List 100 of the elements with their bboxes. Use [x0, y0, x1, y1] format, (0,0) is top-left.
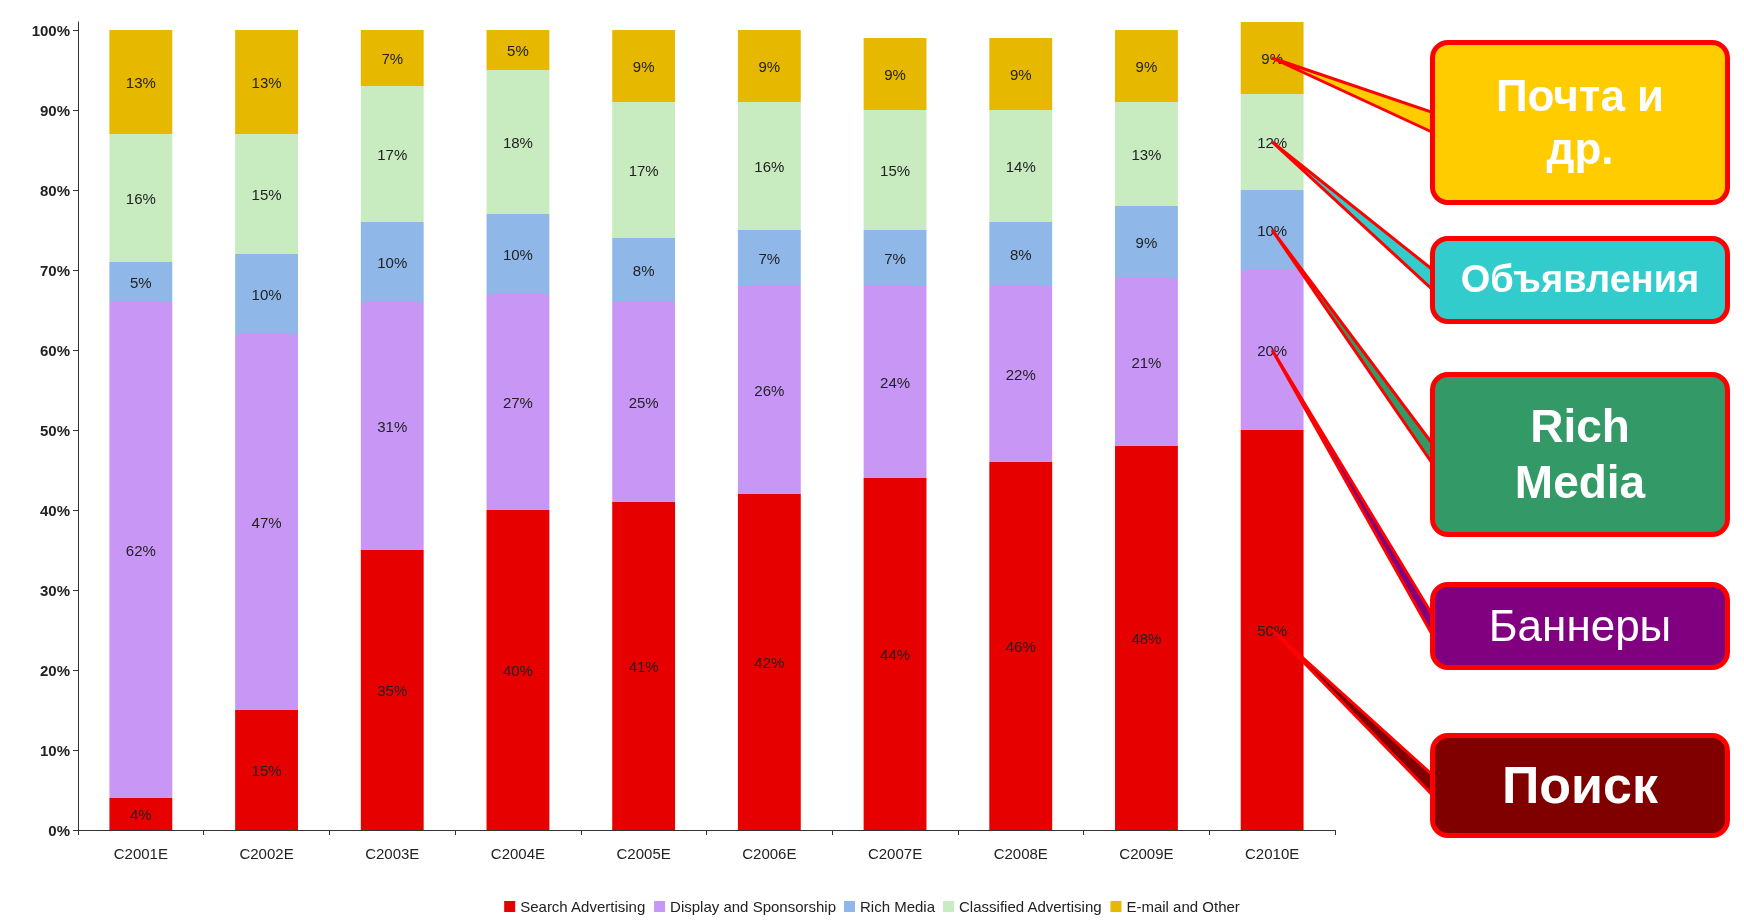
y-tick-label: 100%	[31, 21, 70, 39]
text: Поиск	[1430, 733, 1730, 838]
bar	[235, 134, 298, 254]
data-label: 15%	[251, 761, 282, 779]
data-label: 4%	[130, 805, 152, 823]
bar	[1115, 446, 1178, 830]
x-tick-label: C2010E	[1245, 845, 1300, 862]
y-tick-label: 0%	[48, 821, 70, 839]
data-label: 27%	[502, 393, 533, 411]
data-label: 47%	[251, 513, 282, 531]
data-label: 14%	[1005, 157, 1036, 175]
x-tick-label: C2007E	[867, 845, 923, 862]
bar	[1115, 206, 1178, 278]
bar	[486, 294, 550, 510]
data-label: 17%	[628, 161, 659, 179]
bar	[1115, 102, 1178, 206]
legend-label: Display and Sponsorship	[670, 898, 837, 915]
x-tick-label: C2006E	[742, 845, 797, 862]
bar	[1115, 30, 1178, 102]
bar	[737, 494, 801, 830]
data-label: 5%	[507, 41, 529, 59]
data-label: 44%	[880, 645, 911, 663]
data-label: 25%	[628, 393, 659, 411]
x-tick-label: C2009E	[1119, 845, 1174, 862]
y-tick-label: 50%	[39, 421, 70, 439]
x-tick-label: C2005E	[616, 845, 671, 862]
bar	[360, 222, 424, 302]
bar	[109, 302, 173, 798]
legend-label: Rich Media	[860, 898, 936, 915]
data-label: 7%	[884, 249, 906, 267]
data-label: 26%	[754, 381, 785, 399]
bar	[486, 70, 550, 214]
legend-label: Search Advertising	[520, 898, 646, 915]
data-label: 8%	[1009, 245, 1032, 263]
bar	[737, 30, 801, 102]
bar	[360, 550, 424, 830]
bar	[612, 30, 676, 102]
data-label: 18%	[502, 133, 533, 151]
data-label: 35%	[377, 681, 408, 699]
y-tick-label: 80%	[39, 181, 70, 199]
bar	[360, 302, 424, 550]
bar	[863, 478, 927, 830]
x-tick-label: C2002E	[239, 845, 294, 862]
data-label: 20%	[1257, 341, 1288, 359]
data-label: 22%	[1005, 365, 1036, 383]
bar	[109, 134, 173, 262]
x-tick-label: C2001E	[113, 845, 168, 862]
bar	[486, 214, 550, 294]
data-label: 9%	[758, 57, 781, 75]
bar	[360, 86, 424, 222]
data-label: 41%	[628, 657, 659, 675]
data-label: 10%	[377, 253, 408, 271]
data-label: 10%	[502, 245, 533, 263]
x-tick-label: C2004E	[490, 845, 546, 862]
y-tick-label: 10%	[39, 741, 70, 759]
text: Объявления	[1430, 236, 1730, 324]
data-label: 9%	[884, 65, 906, 83]
data-label: 40%	[502, 661, 533, 679]
data-label: 24%	[880, 373, 911, 391]
data-label: 15%	[251, 185, 282, 203]
data-label: 46%	[1005, 637, 1036, 655]
bar	[235, 254, 298, 334]
bar	[109, 798, 173, 830]
bar	[737, 286, 801, 494]
text: Почта и др.	[1430, 40, 1730, 205]
data-label: 48%	[1131, 629, 1162, 647]
bar	[235, 710, 298, 830]
data-label: 21%	[1131, 353, 1162, 371]
data-label: 50%	[1257, 621, 1288, 639]
data-label: 7%	[758, 249, 781, 267]
bar	[989, 222, 1053, 286]
bar	[1115, 278, 1178, 446]
bar	[989, 38, 1053, 110]
y-tick-label: 60%	[39, 341, 70, 359]
data-label: 10%	[251, 285, 282, 303]
legend-label: Classified Advertising	[959, 898, 1102, 915]
bar	[109, 30, 173, 134]
bar	[235, 334, 298, 710]
data-label: 10%	[1257, 221, 1288, 239]
bar	[612, 302, 676, 502]
bar	[737, 102, 801, 230]
text: Rich Media	[1430, 372, 1730, 537]
data-label: 9%	[1135, 233, 1158, 251]
data-label: 12%	[1257, 133, 1288, 151]
bar	[737, 230, 801, 286]
data-label: 8%	[632, 261, 655, 279]
data-label: 9%	[1135, 57, 1158, 75]
data-label: 16%	[754, 157, 785, 175]
legend-label: E-mail and Other	[1126, 898, 1240, 915]
bar	[486, 30, 550, 70]
data-label: 16%	[125, 189, 156, 207]
bar	[1240, 190, 1304, 270]
y-tick-label: 90%	[39, 101, 70, 119]
text: Баннеры	[1430, 582, 1730, 670]
bar	[863, 38, 927, 110]
bar	[486, 510, 550, 830]
y-tick-label: 40%	[39, 501, 70, 519]
bar	[235, 30, 298, 134]
bar	[612, 102, 676, 238]
data-label: 13%	[251, 73, 282, 91]
